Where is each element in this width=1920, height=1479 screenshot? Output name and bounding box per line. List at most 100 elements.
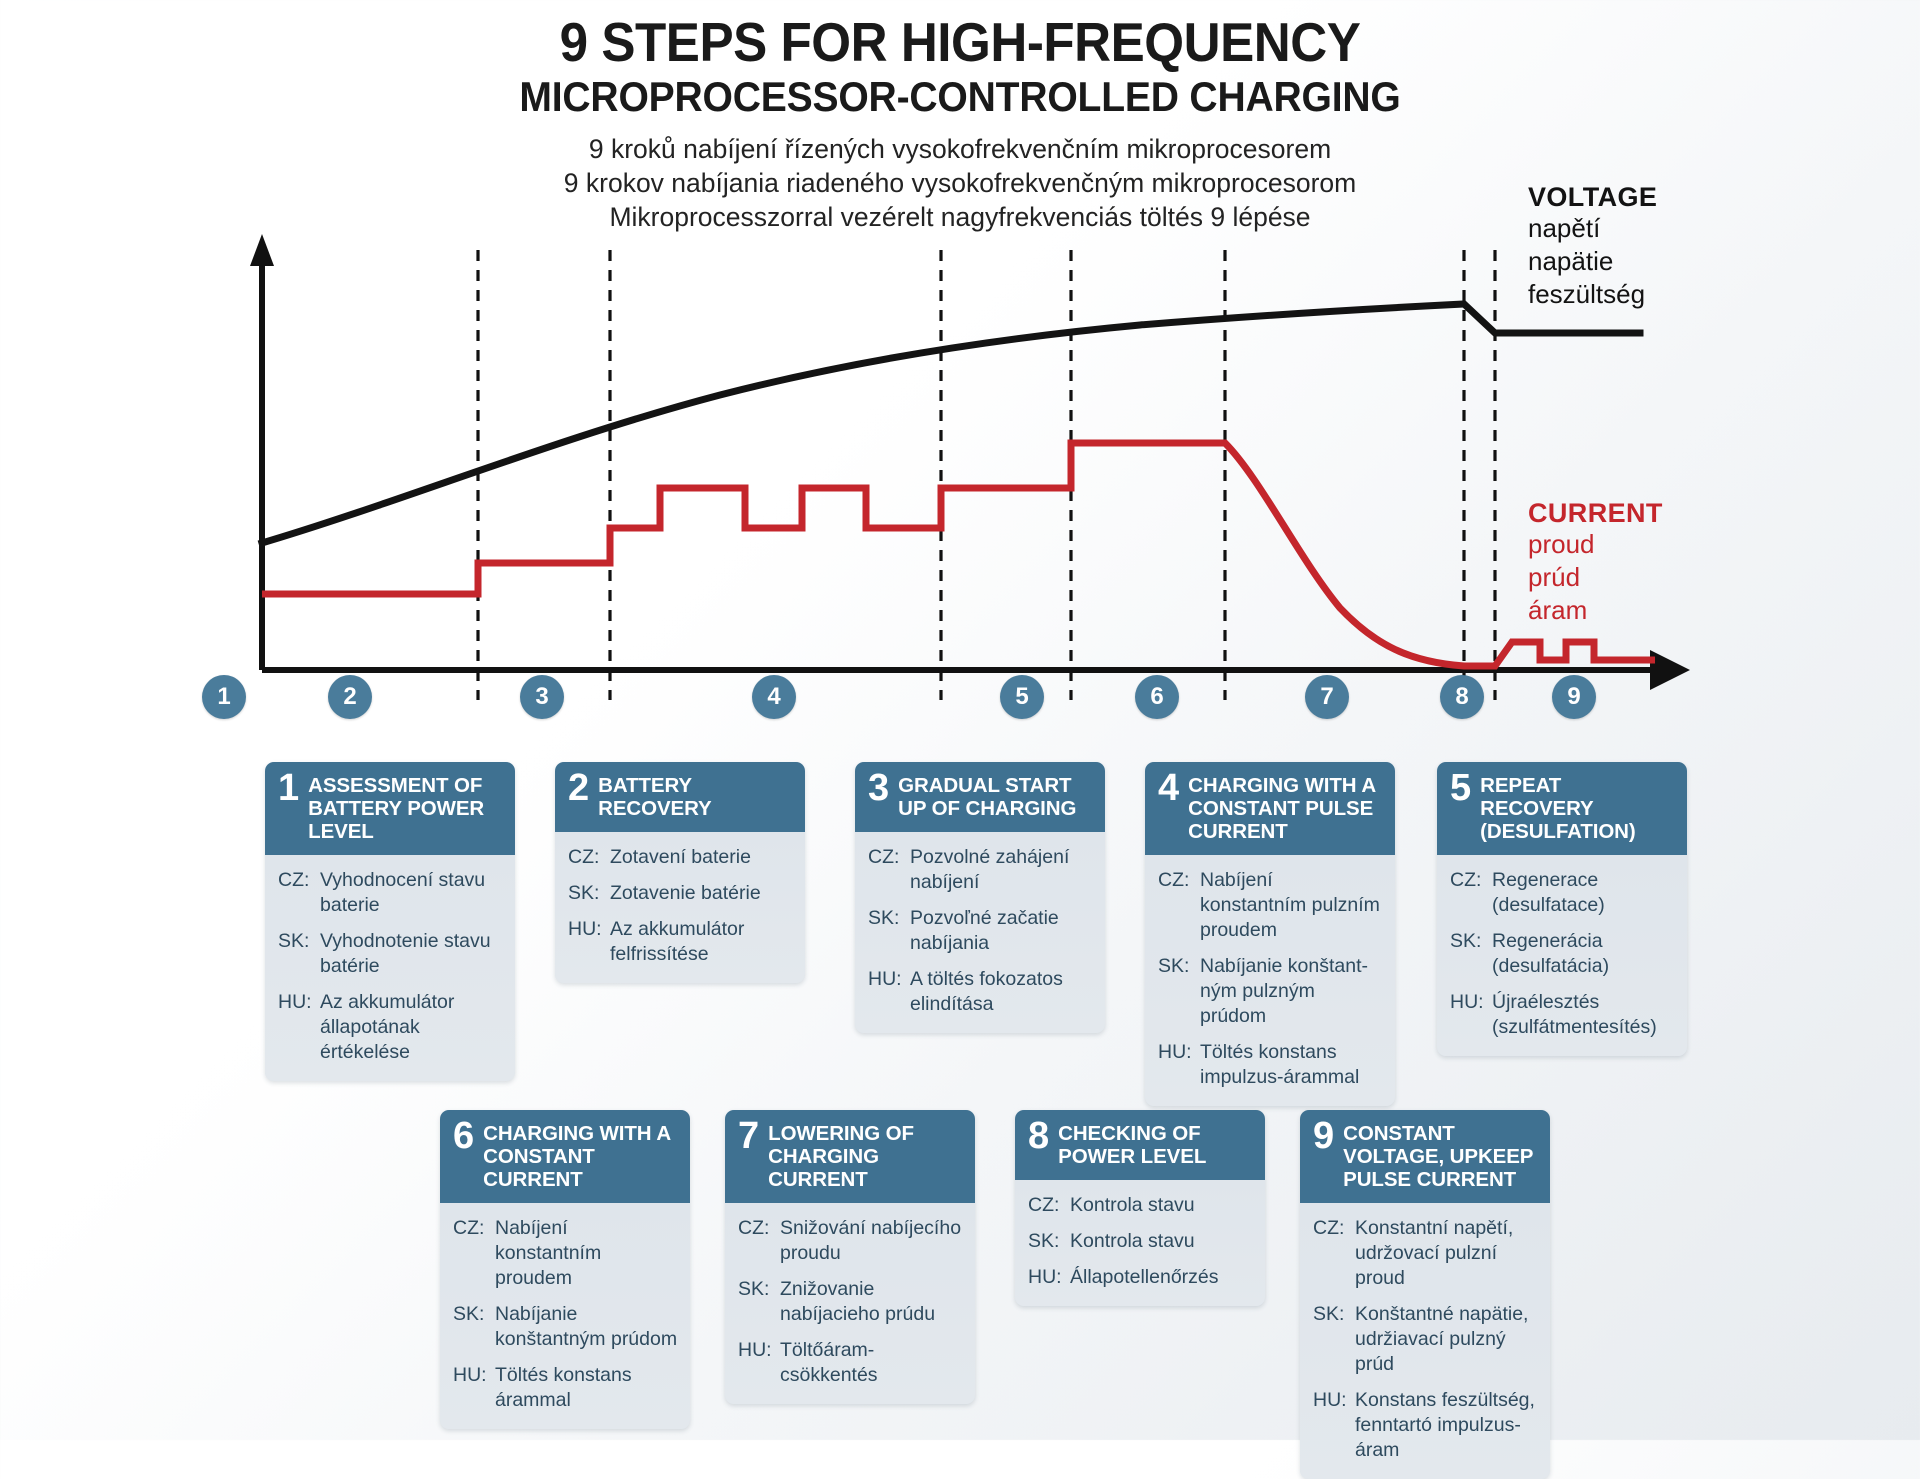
translation-text: Töltés konstans impulzus-árammal	[1200, 1041, 1360, 1089]
step-card-header-9: 9 CONSTANT VOLTAGE, UPKEEP PULSE CURRENT	[1300, 1110, 1550, 1204]
page-title-line1: 9 STEPS FOR HIGH-FREQUENCY	[559, 11, 1361, 73]
language-label: HU:	[1028, 1266, 1062, 1289]
step-card-title-5: REPEAT RECOVERY (DESULFATION)	[1480, 774, 1636, 844]
step-card-body-1: CZ: Vyhodnocení stavu baterie SK: Vyhodnote…	[265, 855, 515, 1082]
step-card-4[interactable]: 4 CHARGING WITH A CONSTANT PULSE CURRENT C…	[1145, 762, 1395, 1107]
charging-profile-chart: VOLTAGE napětí napätie feszültség CURREN…	[0, 182, 1920, 700]
language-label: SK:	[1028, 1230, 1060, 1253]
step-marker-3[interactable]: 3	[520, 675, 564, 719]
translation-line: HU: Állapotellenőrzés	[1028, 1265, 1253, 1290]
language-label: HU:	[1450, 991, 1484, 1014]
translation-text: Pozvolné zahájení nabíjení	[910, 846, 1070, 894]
step-card-1[interactable]: 1 ASSESSMENT OF BATTERY POWER LEVEL CZ: Vyh…	[265, 762, 515, 1082]
step-card-2[interactable]: 2 BATTERY RECOVERY CZ: Zotavení baterie SK: Z…	[555, 762, 805, 984]
legend-current-sk: prúd	[1528, 562, 1581, 593]
translation-line: SK: Kontrola stavu	[1028, 1229, 1253, 1254]
translation-text: Zotavenie batérie	[610, 882, 761, 905]
language-label: HU:	[1158, 1041, 1192, 1064]
legend-current-cz: proud	[1528, 529, 1595, 560]
translation-line: HU: Újraélesztés (szulfátmentesítés)	[1450, 990, 1675, 1040]
step-card-body-4: CZ: Nabíjení konstantním pulzním proudem S…	[1145, 855, 1395, 1107]
translation-line: CZ: Nabíjení konstantním pulzním proudem	[1158, 868, 1383, 943]
step-card-title-7: LOWERING OF CHARGING CURRENT	[768, 1122, 914, 1192]
voltage-curve	[257, 300, 1644, 548]
step-card-number-6: 6	[453, 1115, 475, 1157]
legend-voltage-cz: napětí	[1528, 213, 1601, 244]
language-label: HU:	[568, 918, 602, 941]
step-card-5[interactable]: 5 REPEAT RECOVERY (DESULFATION) CZ: Regener…	[1437, 762, 1687, 1057]
step-dividers	[476, 250, 1497, 700]
translation-text: Regenerace (desulfatace)	[1492, 869, 1605, 917]
step-marker-1[interactable]: 1	[202, 675, 246, 719]
x-axis-arrow-icon	[1650, 650, 1690, 690]
step-card-body-2: CZ: Zotavení baterie SK: Zotavenie batérie H…	[555, 832, 805, 984]
language-label: SK:	[278, 930, 310, 953]
step-card-title-1: ASSESSMENT OF BATTERY POWER LEVEL	[308, 774, 485, 844]
step-card-9[interactable]: 9 CONSTANT VOLTAGE, UPKEEP PULSE CURRENT C…	[1300, 1110, 1550, 1479]
translation-line: SK: Zotavenie batérie	[568, 881, 793, 906]
step-card-body-7: CZ: Snižování nabíjecího proudu SK: Znižova…	[725, 1203, 975, 1405]
step-card-header-5: 5 REPEAT RECOVERY (DESULFATION)	[1437, 762, 1687, 856]
step-card-body-6: CZ: Nabíjení konstantním proudem SK: Nabíja…	[440, 1203, 690, 1430]
translation-text: Kontrola stavu	[1070, 1230, 1195, 1253]
legend-voltage-sk: napätie	[1528, 246, 1614, 277]
step-card-header-3: 3 GRADUAL START UP OF CHARGING	[855, 762, 1105, 833]
y-axis-arrow-icon	[250, 234, 274, 266]
step-card-title-2: BATTERY RECOVERY	[598, 774, 712, 821]
translation-text: Konstantní napětí, udržovací pulzní prou…	[1355, 1217, 1514, 1290]
step-marker-9[interactable]: 9	[1552, 675, 1596, 719]
step-marker-7[interactable]: 7	[1305, 675, 1349, 719]
translation-text: Az akkumulátor felfrissítése	[610, 918, 745, 966]
translation-text: Az akkumulátor állapotának értékelése	[320, 991, 455, 1064]
language-label: CZ:	[453, 1217, 485, 1240]
step-card-body-8: CZ: Kontrola stavu SK: Kontrola stavu HU: Áll…	[1015, 1180, 1265, 1307]
legend-current-hu: áram	[1528, 595, 1588, 626]
translation-line: SK: Nabíjanie konštant-ným pulzným prúdom	[1158, 954, 1383, 1029]
language-label: SK:	[738, 1278, 770, 1301]
translation-text: Regenerácia (desulfatácia)	[1492, 930, 1610, 978]
translation-text: Nabíjanie konštant-ným pulzným prúdom	[1200, 955, 1369, 1028]
language-label: CZ:	[1313, 1217, 1345, 1240]
step-card-3[interactable]: 3 GRADUAL START UP OF CHARGING CZ: Pozvolné…	[855, 762, 1105, 1034]
step-marker-4[interactable]: 4	[752, 675, 796, 719]
step-marker-8[interactable]: 8	[1440, 675, 1484, 719]
step-marker-row: 1 2 3 4 5 6 7 8 9	[0, 675, 1920, 735]
translation-line: SK: Konštantné napätie, udržiavací pulzný…	[1313, 1302, 1538, 1377]
step-card-number-5: 5	[1450, 767, 1472, 809]
language-label: CZ:	[1158, 869, 1190, 892]
translation-text: Töltőáram-csökkentés	[780, 1339, 878, 1387]
step-card-body-3: CZ: Pozvolné zahájení nabíjení SK: Pozvoľné…	[855, 832, 1105, 1034]
translation-text: Konstans feszültség, fenntartó impulzus-…	[1355, 1389, 1535, 1462]
step-marker-2[interactable]: 2	[328, 675, 372, 719]
step-card-number-3: 3	[868, 767, 890, 809]
step-card-6[interactable]: 6 CHARGING WITH A CONSTANT CURRENT CZ: Nabí…	[440, 1110, 690, 1430]
step-card-number-7: 7	[738, 1115, 760, 1157]
step-marker-6[interactable]: 6	[1135, 675, 1179, 719]
subtitle-cz: 9 kroků nabíjení řízených vysokofrekvenč…	[588, 134, 1332, 164]
translation-line: HU: Töltőáram-csökkentés	[738, 1338, 963, 1388]
step-card-7[interactable]: 7 LOWERING OF CHARGING CURRENT CZ: Snižován…	[725, 1110, 975, 1405]
language-label: CZ:	[1450, 869, 1482, 892]
translation-line: HU: Töltés konstans impulzus-árammal	[1158, 1040, 1383, 1090]
translation-text: Pozvoľné začatie nabíjania	[910, 907, 1059, 955]
language-label: HU:	[738, 1339, 772, 1362]
translation-text: Vyhodnocení stavu baterie	[320, 869, 486, 917]
subtitle-sk: 9 krokov nabíjania riadeného vysokofrekv…	[563, 168, 1357, 198]
step-marker-5[interactable]: 5	[1000, 675, 1044, 719]
translation-line: CZ: Nabíjení konstantním proudem	[453, 1216, 678, 1291]
step-card-title-6: CHARGING WITH A CONSTANT CURRENT	[483, 1122, 671, 1192]
language-label: CZ:	[1028, 1194, 1060, 1217]
step-card-8[interactable]: 8 CHECKING OF POWER LEVEL CZ: Kontrola stav…	[1015, 1110, 1265, 1307]
subtitle-block: 9 kroků nabíjení řízených vysokofrekvenč…	[0, 132, 1920, 234]
language-label: SK:	[1450, 930, 1482, 953]
translation-line: HU: Az akkumulátor állapotának értékelése	[278, 990, 503, 1065]
translation-line: CZ: Kontrola stavu	[1028, 1193, 1253, 1218]
legend-voltage-hu: feszültség	[1528, 279, 1646, 310]
language-label: HU:	[453, 1364, 487, 1387]
step-card-header-7: 7 LOWERING OF CHARGING CURRENT	[725, 1110, 975, 1204]
step-card-title-4: CHARGING WITH A CONSTANT PULSE CURRENT	[1188, 774, 1376, 844]
step-card-title-8: CHECKING OF POWER LEVEL	[1058, 1122, 1207, 1169]
legend-current: CURRENT proud prúd áram	[1528, 498, 1663, 627]
translation-text: Znižovanie nabíjacieho prúdu	[780, 1278, 936, 1326]
step-card-number-1: 1	[278, 767, 300, 809]
